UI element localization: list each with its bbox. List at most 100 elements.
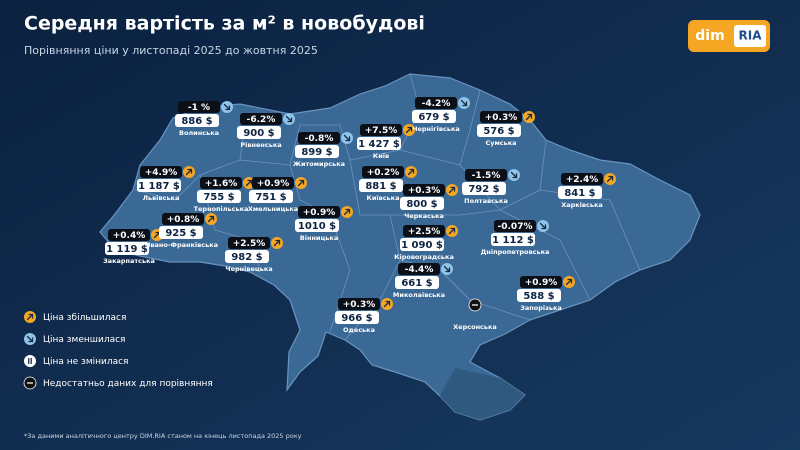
logo-ria: RIA bbox=[739, 29, 763, 43]
change-label: +7.5% bbox=[365, 126, 398, 136]
trend-icon bbox=[24, 355, 36, 367]
change-box bbox=[494, 220, 536, 232]
trend-arrow bbox=[285, 115, 293, 123]
change-label: +0.3% bbox=[408, 186, 441, 196]
change-label: +2.5% bbox=[233, 239, 266, 249]
price-box bbox=[400, 238, 444, 251]
change-box bbox=[362, 166, 404, 178]
trend-arrow bbox=[460, 99, 468, 107]
price-label: 1 119 $ bbox=[106, 244, 148, 255]
logo-ria-box bbox=[734, 25, 766, 47]
change-box bbox=[108, 229, 150, 241]
change-label: -6.2% bbox=[247, 115, 276, 125]
trend-arrow bbox=[525, 113, 533, 121]
title: Середня вартість за м² в новобудові bbox=[24, 13, 425, 35]
price-box bbox=[491, 233, 535, 246]
region-name: Херсонська bbox=[453, 323, 497, 331]
region-name: Рівненська bbox=[240, 141, 281, 149]
change-box bbox=[298, 206, 340, 218]
price-box bbox=[137, 179, 181, 192]
price-box bbox=[237, 126, 281, 139]
change-label: +0.2% bbox=[367, 168, 400, 178]
price-box bbox=[517, 289, 561, 302]
price-box bbox=[558, 186, 602, 199]
region-name: Полтавська bbox=[464, 197, 508, 205]
region-name: Закарпатська bbox=[103, 257, 155, 265]
change-box bbox=[240, 113, 282, 125]
price-box bbox=[477, 124, 521, 137]
change-label: +1.6% bbox=[205, 179, 238, 189]
price-label: 679 $ bbox=[418, 112, 449, 123]
price-label: 886 $ bbox=[181, 116, 212, 127]
legend-label: Ціна не змінилася bbox=[43, 357, 128, 367]
region-name: Хмельницька bbox=[248, 205, 298, 213]
trend-arrow bbox=[606, 175, 614, 183]
change-label: -4.4% bbox=[405, 265, 434, 275]
price-label: 751 $ bbox=[255, 192, 286, 203]
legend-label: Недостатньо даних для порівняння bbox=[43, 379, 213, 389]
trend-arrow bbox=[207, 215, 215, 223]
trend-arrow bbox=[26, 313, 34, 321]
legend-label: Ціна збільшилася bbox=[43, 313, 126, 323]
trend-arrow bbox=[405, 126, 413, 134]
region-name: Івано-Франківська bbox=[148, 241, 218, 249]
crimea bbox=[440, 368, 525, 420]
price-label: 966 $ bbox=[341, 313, 372, 324]
trend-arrow bbox=[343, 208, 351, 216]
price-label: 900 $ bbox=[243, 128, 274, 139]
price-label: 982 $ bbox=[231, 252, 262, 263]
change-label: +0.4% bbox=[113, 231, 146, 241]
border bbox=[439, 269, 531, 321]
price-label: 841 $ bbox=[564, 188, 595, 199]
region-name: Київська bbox=[367, 194, 400, 202]
change-label: +0.9% bbox=[303, 208, 336, 218]
price-label: 1010 $ bbox=[298, 221, 336, 232]
price-box bbox=[357, 137, 401, 150]
trend-arrow bbox=[297, 179, 305, 187]
change-label: +4.9% bbox=[145, 168, 178, 178]
logo: dim RIA bbox=[688, 20, 770, 52]
trend-arrow bbox=[223, 103, 231, 111]
trend-arrow bbox=[383, 300, 391, 308]
change-box bbox=[465, 169, 507, 181]
trend-arrow bbox=[407, 168, 415, 176]
price-box bbox=[175, 114, 219, 127]
trend-arrow bbox=[443, 265, 451, 273]
change-box bbox=[338, 298, 380, 310]
change-box bbox=[200, 177, 242, 189]
region-name: Чернівецька bbox=[225, 265, 272, 273]
change-box bbox=[398, 263, 440, 275]
change-box bbox=[403, 225, 445, 237]
trend-arrow bbox=[273, 239, 281, 247]
price-label: 1 427 $ bbox=[358, 139, 400, 150]
legend-label: Ціна зменшилася bbox=[43, 335, 125, 345]
trend-arrow bbox=[28, 357, 32, 365]
change-label: +0.3% bbox=[343, 300, 376, 310]
change-label: +0.8% bbox=[167, 215, 200, 225]
trend-arrow bbox=[448, 227, 456, 235]
price-box bbox=[462, 182, 506, 195]
price-label: 588 $ bbox=[523, 291, 554, 302]
price-box bbox=[249, 190, 293, 203]
change-label: -0.8% bbox=[305, 134, 334, 144]
region-name: Сумська bbox=[485, 139, 516, 147]
change-box bbox=[561, 173, 603, 185]
region-name: Одеська bbox=[343, 326, 375, 334]
region-name: Київ bbox=[373, 152, 389, 160]
change-box bbox=[252, 177, 294, 189]
trend-arrow bbox=[343, 134, 351, 142]
price-box bbox=[335, 311, 379, 324]
change-label: +0.9% bbox=[525, 278, 558, 288]
price-label: 1 112 $ bbox=[492, 235, 534, 246]
logo-dim: dim bbox=[695, 28, 724, 44]
region-name: Дніпропетровська bbox=[481, 248, 550, 256]
border bbox=[399, 89, 481, 166]
price-label: 925 $ bbox=[165, 228, 196, 239]
price-box bbox=[359, 179, 403, 192]
region-name: Кіровоградська bbox=[394, 253, 454, 261]
price-box bbox=[395, 276, 439, 289]
change-box bbox=[520, 276, 562, 288]
region-name: Запорізька bbox=[520, 304, 562, 312]
price-label: 1 090 $ bbox=[401, 240, 443, 251]
